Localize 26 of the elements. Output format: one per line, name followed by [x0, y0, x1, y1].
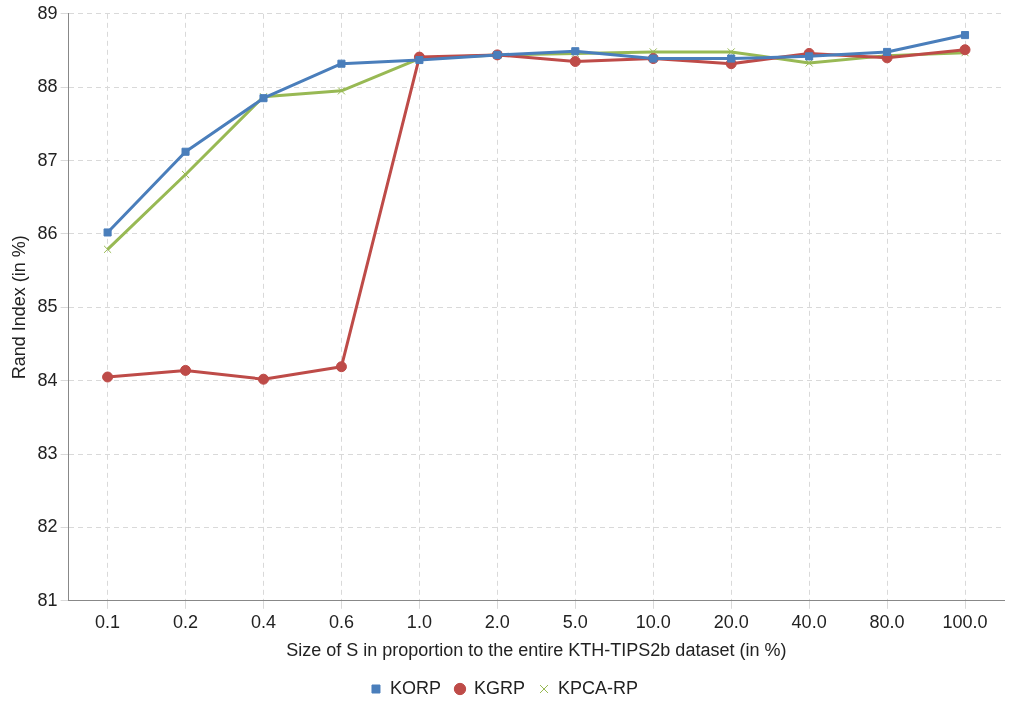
x-tick-label: 10.0	[635, 611, 671, 632]
y-tick-label: 88	[37, 76, 58, 97]
y-tick-label: 85	[37, 296, 58, 317]
y-tick-label: 81	[37, 589, 58, 610]
x-tick-label: 0.2	[173, 611, 199, 632]
x-tick-label: 2.0	[484, 611, 510, 632]
y-tick-label: 89	[37, 2, 58, 23]
x-tick-label: 20.0	[713, 611, 749, 632]
legend-label: KGRP	[473, 677, 526, 698]
x-axis-title: Size of S in proportion to the entire KTH-TIPS2b dataset (in %)	[286, 640, 787, 661]
x-tick-label: 5.0	[562, 611, 588, 632]
x-tick-label: 0.1	[95, 611, 121, 632]
x-tick-label: 1.0	[406, 611, 432, 632]
y-axis-title: Rand Index (in %)	[8, 235, 29, 380]
x-tick-label: 100.0	[942, 611, 988, 632]
x-tick-label: 80.0	[869, 611, 905, 632]
x-tick-label: 0.6	[328, 611, 354, 632]
x-tick-label: 40.0	[791, 611, 827, 632]
y-tick-label: 82	[37, 516, 58, 537]
legend-label: KPCA-RP	[558, 677, 639, 698]
legend-label: KORP	[389, 677, 441, 698]
x-tick-label: 0.4	[250, 611, 277, 632]
y-tick-label: 84	[37, 369, 58, 390]
y-tick-label: 83	[37, 443, 58, 464]
y-tick-label: 86	[37, 222, 58, 243]
y-tick-label: 87	[37, 149, 58, 170]
